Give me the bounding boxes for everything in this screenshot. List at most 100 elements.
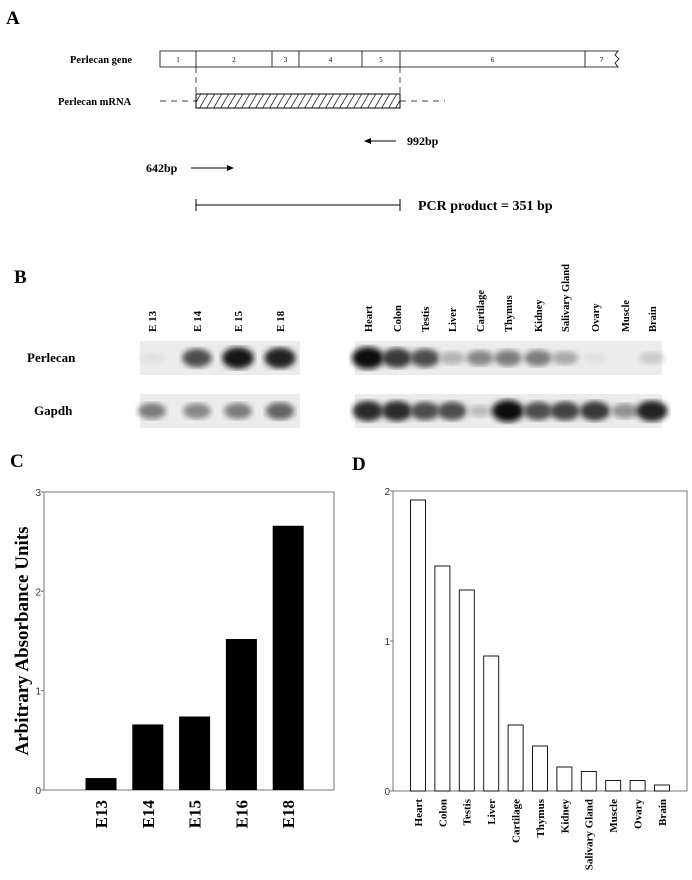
reverse-primer-label: 992bp (407, 134, 439, 148)
x-tick-label: E13 (92, 800, 111, 828)
perlecan-gene-diagram: 1 2 3 4 5 6 7 (159, 50, 620, 68)
blot-band (524, 350, 552, 366)
bar (458, 589, 475, 792)
blot-band (182, 348, 212, 368)
pcr-product-line (195, 199, 401, 211)
forward-primer-label: 642bp (146, 161, 178, 175)
bar (179, 716, 211, 790)
panel-label-d: D (352, 454, 366, 475)
mrna-bar (195, 93, 401, 109)
x-tick-label: E18 (279, 800, 298, 828)
blot-band (437, 401, 467, 421)
blot-band (613, 353, 637, 363)
bar (629, 780, 646, 792)
y-tick-label: 1 (35, 687, 41, 698)
blot-band (381, 400, 413, 422)
blot-band (381, 348, 413, 368)
blot-band (410, 348, 440, 368)
exon-number: 3 (284, 56, 288, 64)
lane-label: Colon (393, 305, 404, 332)
blot-band (611, 403, 639, 419)
bar (507, 724, 524, 792)
blot-band (265, 402, 295, 420)
bar (434, 565, 451, 792)
exon-number: 1 (176, 56, 180, 64)
exon-number: 5 (379, 56, 383, 64)
y-tick-label: 2 (384, 487, 390, 498)
blot-band (582, 352, 608, 364)
bar (85, 778, 117, 790)
panel-label-a: A (6, 8, 20, 29)
x-tick-label: Colon (437, 799, 449, 827)
lane-label: Cartilage (476, 290, 487, 332)
panel-a: A Perlecan gene 1 2 3 4 5 6 7 Perlecan mRNA 99… (6, 8, 620, 214)
blot-band (523, 401, 553, 421)
lane-label: E 18 (275, 310, 287, 332)
blot-band (139, 352, 165, 364)
lane-label: Muscle (621, 300, 632, 332)
forward-primer-arrow (191, 165, 234, 171)
blot-band (439, 351, 465, 365)
blot-band (492, 400, 524, 422)
x-tick-label: Ovary (632, 799, 644, 829)
y-tick-label: 1 (384, 637, 390, 648)
lane-label: Thymus (504, 295, 515, 332)
panel-c: C Arbitrary Absorbance Units 0 1 2 3 E13 E14 E… (10, 451, 335, 829)
x-tick-label: E16 (232, 800, 251, 828)
blot-band (639, 352, 665, 364)
panel-b: B Perlecan Gapdh E 13 E 14 E 15 E 18 Heart Co… (14, 264, 668, 428)
row-label-gapdh: Gapdh (34, 403, 73, 418)
bar (556, 766, 573, 792)
gene-bar (159, 50, 620, 68)
blot-band (352, 400, 384, 422)
x-tick-label: E15 (186, 800, 205, 828)
bar (532, 745, 548, 792)
lane-label: E 15 (233, 310, 245, 332)
x-tick-label: E14 (139, 800, 158, 829)
x-tick-label: Brain (657, 799, 669, 826)
x-tick-label: Testis (462, 798, 474, 825)
x-tick-label: Thymus (535, 798, 547, 837)
lane-label: E 14 (192, 310, 204, 332)
pcr-product-label: PCR product = 351 bp (418, 199, 553, 214)
blot-band (224, 403, 252, 419)
exon-number: 6 (491, 56, 495, 64)
blot-band (183, 403, 211, 419)
lane-label: Salivary Gland (561, 264, 572, 332)
lane-label: E 13 (147, 310, 159, 332)
panel-label-c: C (10, 451, 24, 472)
panel-d: D 0 1 2 Heart Colon Testis Liver Cartilage Thymu… (352, 454, 688, 870)
bar (580, 771, 597, 792)
blot-band (264, 347, 296, 369)
exon-number: 2 (232, 56, 236, 64)
blot-band (138, 403, 166, 419)
exon-number: 7 (600, 56, 604, 64)
y-tick-label: 0 (384, 787, 390, 798)
gene-label: Perlecan gene (70, 55, 132, 66)
bar (225, 639, 257, 790)
x-tick-label: Heart (413, 799, 425, 827)
lane-label: Kidney (534, 299, 545, 332)
y-tick-label: 0 (35, 786, 41, 797)
exon-number: 4 (329, 56, 333, 64)
blot-band (551, 351, 579, 365)
blot-band (467, 404, 493, 418)
x-tick-label: Muscle (608, 799, 620, 833)
lane-label: Heart (364, 305, 375, 332)
bar (272, 525, 304, 790)
panel-label-b: B (14, 267, 27, 288)
lane-label: Testis (421, 307, 432, 332)
bar (605, 780, 622, 792)
blot-band (466, 350, 494, 366)
blot-band (494, 350, 522, 366)
bar (654, 784, 670, 792)
x-tick-label: Kidney (559, 799, 571, 834)
bar (410, 499, 426, 792)
mrna-label: Perlecan mRNA (58, 97, 132, 108)
blot-band (222, 347, 254, 369)
lane-label: Ovary (591, 303, 602, 332)
bar (483, 655, 500, 792)
bar (132, 724, 164, 790)
reverse-primer-arrow (364, 138, 396, 144)
